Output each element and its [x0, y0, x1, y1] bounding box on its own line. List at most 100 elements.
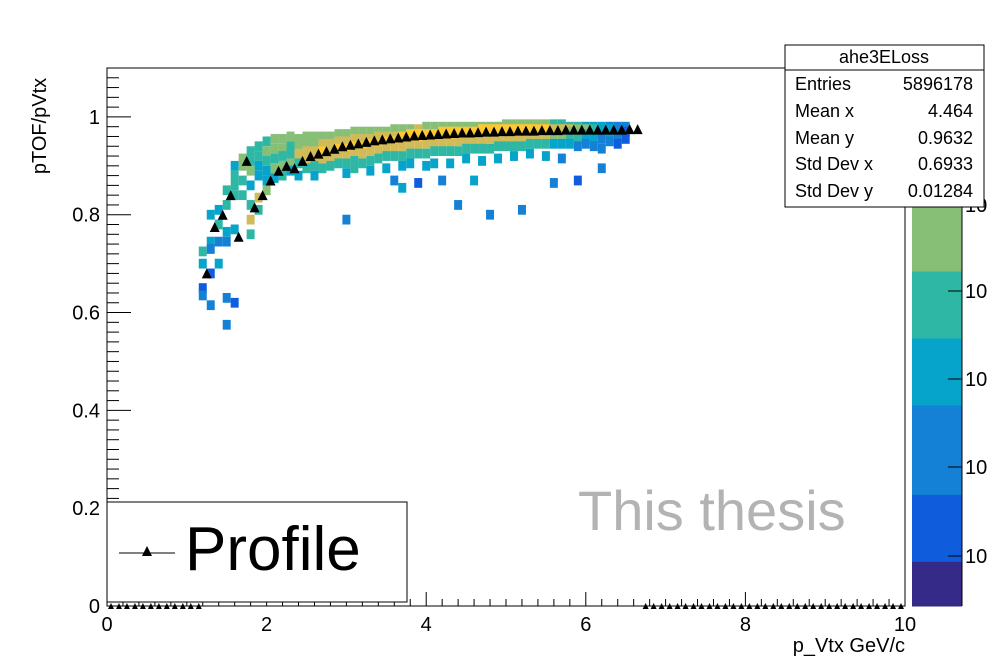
heatmap-cell	[438, 138, 447, 149]
heatmap-cell	[230, 224, 239, 235]
profile-point	[433, 129, 444, 140]
heatmap-cell	[525, 148, 534, 159]
heatmap-cell	[198, 258, 207, 269]
heatmap-cell	[509, 124, 518, 135]
heatmap-cell	[366, 146, 375, 157]
heatmap-cell	[446, 158, 455, 169]
heatmap-cell	[605, 124, 614, 135]
heatmap-cell	[573, 134, 582, 144]
heatmap-cell	[366, 126, 375, 137]
heatmap-cells	[198, 119, 630, 330]
profile-point	[592, 124, 603, 135]
profile-point	[115, 603, 122, 609]
heatmap-cell	[238, 175, 247, 186]
profile-point	[504, 126, 515, 137]
heatmap-cell	[350, 141, 359, 152]
heatmap-cell	[589, 134, 598, 144]
heatmap-cell	[246, 229, 255, 240]
heatmap-cell	[414, 124, 423, 135]
heatmap-cell	[262, 136, 271, 147]
heatmap-cell	[350, 126, 359, 137]
profile-point	[866, 603, 873, 609]
y-tick-label: 0.4	[72, 400, 100, 422]
heatmap-cell	[406, 158, 415, 169]
heatmap-cell	[206, 244, 215, 254]
profile-point	[568, 124, 579, 135]
heatmap-cell	[573, 141, 582, 152]
stats-label: Mean y	[795, 128, 854, 148]
heatmap-cell	[254, 204, 263, 215]
heatmap-cell	[502, 141, 510, 152]
profile-point	[457, 127, 468, 138]
profile-point	[608, 124, 619, 135]
legend-box: Profile	[106, 501, 408, 603]
heatmap-cell	[254, 151, 263, 161]
heatmap-cell	[302, 146, 311, 157]
heatmap-cell	[358, 158, 367, 169]
profile-point	[195, 603, 202, 609]
heatmap-cell	[597, 143, 606, 154]
profile-point	[257, 190, 268, 201]
palette-step	[912, 204, 962, 227]
profile-point	[441, 128, 452, 139]
heatmap-cell	[254, 160, 263, 171]
heatmap-cell	[502, 134, 510, 144]
heatmap-cell	[509, 151, 518, 161]
heatmap-cell	[206, 268, 215, 279]
legend-label: Profile	[185, 515, 361, 584]
palette-step	[912, 583, 962, 607]
profile-point	[544, 125, 555, 136]
profile-point	[425, 129, 436, 140]
profile-point	[898, 603, 905, 609]
heatmap-cell	[342, 168, 351, 179]
heatmap-cell	[294, 148, 303, 159]
heatmap-cell	[318, 146, 327, 157]
profile-point	[321, 146, 332, 157]
heatmap-cell	[525, 131, 534, 142]
profile-point	[706, 603, 713, 609]
heatmap-cell	[573, 124, 582, 135]
profile-point	[249, 202, 260, 213]
heatmap-cell	[326, 146, 335, 157]
heatmap-cell	[342, 136, 351, 147]
profile-point	[217, 209, 228, 220]
palette-step	[912, 472, 962, 495]
profile-point	[201, 268, 212, 279]
heatmap-cell	[597, 124, 606, 135]
heatmap-cell	[214, 236, 223, 247]
heatmap-cell	[509, 141, 518, 152]
profile-point	[473, 127, 484, 138]
heatmap-cell	[406, 148, 415, 159]
profile-point	[481, 126, 492, 137]
heatmap-cell	[557, 131, 566, 142]
heatmap-cell	[398, 151, 407, 161]
heatmap-cell	[454, 200, 463, 210]
profile-point	[882, 603, 889, 609]
heatmap-cell	[278, 160, 287, 171]
heatmap-cell	[358, 126, 367, 137]
stats-value: 0.9632	[918, 128, 973, 148]
heatmap-cell	[286, 158, 295, 169]
profile-point	[171, 603, 178, 609]
heatmap-cell	[342, 158, 351, 169]
palette-step	[912, 561, 962, 585]
palette-label: 10	[965, 457, 987, 479]
heatmap-cell	[318, 163, 327, 174]
heatmap-cell	[246, 156, 255, 166]
heatmap-cell	[438, 146, 447, 157]
heatmap-cell	[366, 156, 375, 166]
heatmap-cell	[398, 160, 407, 171]
heatmap-cell	[198, 283, 207, 293]
heatmap-cell	[206, 236, 215, 247]
profile-point	[802, 603, 809, 609]
heatmap-cell	[246, 180, 255, 191]
heatmap-cell	[214, 258, 223, 269]
heatmap-cell	[278, 134, 287, 144]
heatmap-cell	[374, 153, 383, 164]
palette-label: 10	[965, 546, 987, 568]
heatmap-cell	[414, 148, 423, 159]
profile-point	[123, 603, 130, 609]
heatmap-cell	[517, 134, 526, 144]
heatmap-cell	[294, 158, 303, 169]
palette-step	[912, 226, 962, 250]
